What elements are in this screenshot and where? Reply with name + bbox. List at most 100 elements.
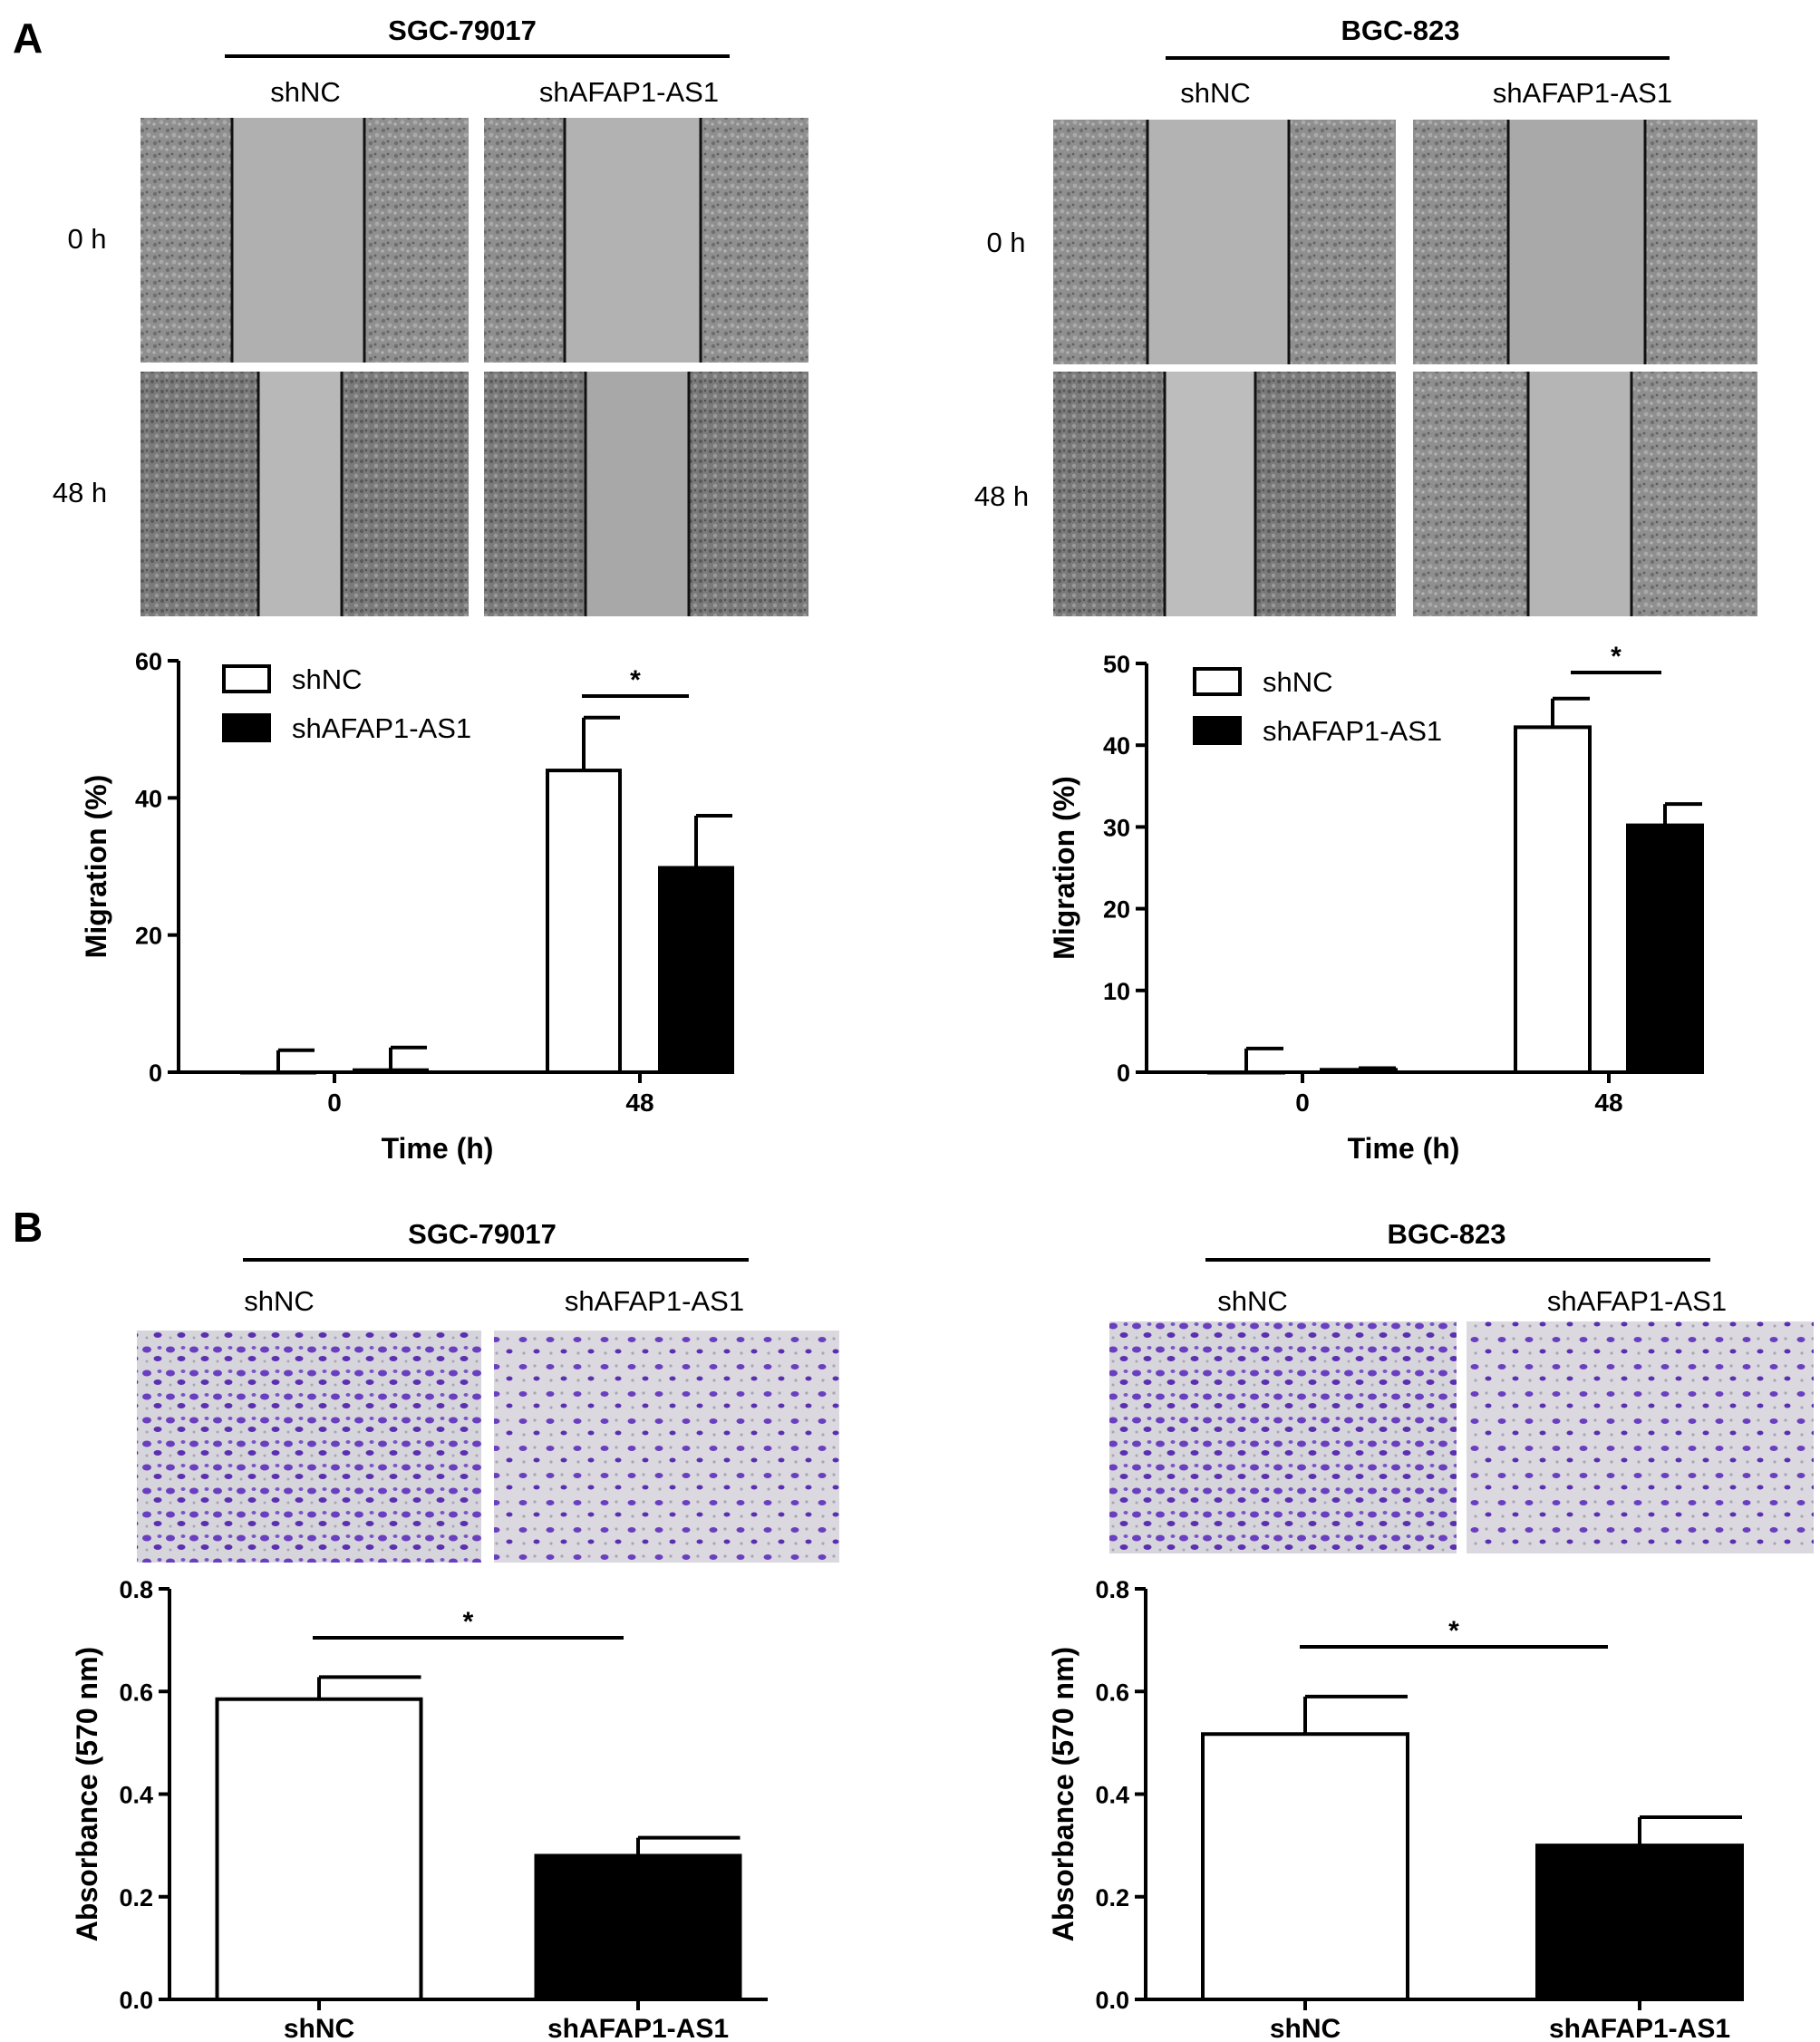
significance-star: * [463,1607,474,1637]
cell-line-title: BGC-823 [1388,1218,1506,1250]
y-axis-label: Migration (%) [1048,776,1080,960]
cell-line-title: BGC-823 [1341,15,1460,46]
row-label: 0 h [67,223,106,255]
y-tick-label: 50 [1103,651,1130,678]
significance-star: * [1611,642,1622,672]
y-tick-label: 0.2 [119,1884,153,1911]
legend-label: shAFAP1-AS1 [1263,715,1442,747]
legend-swatch-filled [1193,716,1242,745]
y-tick-label: 0.6 [119,1679,153,1706]
wound-image-shafap1-48h [1413,372,1757,616]
stain-image-grid-left [137,1331,839,1563]
y-tick-label: 0.8 [119,1576,153,1603]
panel-b-header-right: BGC-823 shNC shAFAP1-AS1 [1205,1218,1727,1317]
panel-a-header-right: BGC-823 shNC shAFAP1-AS1 0 h 48 h [974,15,1672,512]
legend-label: shNC [1263,666,1333,698]
col-label: shAFAP1-AS1 [1547,1285,1727,1317]
bar-filled [1320,1068,1398,1074]
wound-image-shafap1-0h [1413,120,1757,364]
stain-image-grid-right [1109,1321,1814,1553]
wound-image-grid-left [140,118,808,616]
legend-label: shAFAP1-AS1 [292,712,471,744]
bar-open [240,1070,316,1075]
row-label: 48 h [974,480,1029,512]
wound-image-grid-right [1053,120,1757,616]
bar-filled [1535,1844,1744,2001]
stain-image-shafap1 [1467,1321,1814,1553]
x-axis-label: Time (h) [1348,1132,1460,1165]
cell-line-title: SGC-79017 [388,15,537,46]
wound-image-shafap1-48h [484,372,808,616]
wound-image-shnc-48h [1053,372,1396,616]
legend-swatch-filled [222,713,271,742]
wound-image-shafap1-0h [484,118,808,363]
y-tick-label: 0.2 [1095,1884,1129,1911]
wound-image-shnc-48h [140,372,469,616]
legend-label: shNC [292,663,363,695]
y-tick-label: 30 [1103,814,1130,841]
y-tick-label: 0.8 [1095,1576,1129,1603]
y-tick-label: 60 [135,648,162,675]
wound-image-shnc-0h [140,118,469,363]
stain-image-shnc [1109,1321,1457,1553]
absorbance-chart-sgc79017: 0.0 0.2 0.4 0.6 0.8 Absorbance (570 nm) shNC sh… [71,1576,768,2042]
y-tick-label: 20 [135,923,162,950]
x-tick-label: shAFAP1-AS1 [547,2014,729,2042]
panel-letter-a: A [13,15,43,62]
bar-open [546,769,622,1074]
legend-swatch-open [222,664,271,693]
col-label: shNC [1217,1285,1288,1317]
bar-filled [353,1068,429,1074]
col-label: shAFAP1-AS1 [565,1285,744,1317]
panel-a-header-left: SGC-79017 shNC shAFAP1-AS1 0 h 48 h [53,15,730,508]
stain-image-shafap1 [494,1331,839,1563]
bar-filled [534,1853,742,2001]
y-axis-label: Migration (%) [80,775,112,959]
y-tick-label: 20 [1103,896,1130,924]
y-axis-label: Absorbance (570 nm) [71,1647,103,1941]
y-tick-label: 0 [149,1060,162,1087]
y-tick-label: 40 [135,785,162,812]
y-axis-label: Absorbance (570 nm) [1047,1647,1079,1941]
row-label: 48 h [53,477,107,508]
bar-open [1201,1732,1409,2002]
bar-open [1514,725,1592,1075]
x-axis-label: Time (h) [382,1132,494,1165]
y-tick-label: 0 [1117,1060,1130,1087]
bar-filled [1626,823,1704,1074]
absorbance-chart-bgc823: 0.0 0.2 0.4 0.6 0.8 Absorbance (570 nm) shNC sh… [1047,1576,1744,2042]
stain-image-shnc [137,1331,481,1563]
y-tick-label: 0.4 [1095,1782,1129,1809]
cell-line-title: SGC-79017 [408,1218,557,1250]
y-tick-label: 0.0 [119,1987,153,2014]
x-tick-label: 0 [327,1089,342,1117]
bar-filled [658,866,734,1074]
x-tick-label: 48 [625,1089,653,1117]
col-label: shNC [1180,77,1251,109]
col-label: shNC [244,1285,315,1317]
x-tick-label: 48 [1594,1089,1622,1117]
x-tick-label: shNC [1270,2014,1341,2042]
x-tick-label: shAFAP1-AS1 [1549,2014,1730,2042]
bar-open [215,1697,423,2002]
panel-b-header-left: SGC-79017 shNC shAFAP1-AS1 [243,1218,749,1317]
y-tick-label: 0.0 [1095,1987,1129,2014]
row-label: 0 h [986,227,1025,258]
col-label: shAFAP1-AS1 [1493,77,1672,109]
bar-open [1207,1070,1285,1075]
legend-swatch-open [1193,667,1242,696]
x-tick-label: 0 [1295,1089,1310,1117]
migration-chart-bgc823: 0 10 20 30 40 50 Migration (%) 0 48 Time (h) shNC s… [1048,642,1704,1165]
y-tick-label: 10 [1103,978,1130,1005]
y-tick-label: 0.6 [1095,1679,1129,1706]
significance-star: * [1448,1616,1459,1646]
wound-image-shnc-0h [1053,120,1396,364]
migration-chart-sgc79017: 0 20 40 60 Migration (%) 0 48 Time (h) shNC shAFA… [80,648,734,1165]
col-label: shNC [270,76,341,108]
y-tick-label: 40 [1103,732,1130,760]
col-label: shAFAP1-AS1 [539,76,719,108]
x-tick-label: shNC [284,2014,354,2042]
significance-star: * [630,665,641,695]
y-tick-label: 0.4 [119,1782,153,1809]
